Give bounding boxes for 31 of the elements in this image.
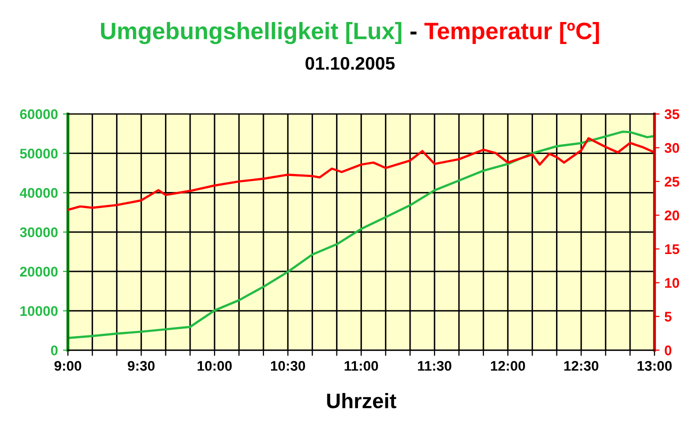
y2-tick-label: 20	[664, 210, 680, 220]
y2-tick-label: 30	[664, 143, 680, 153]
y2-tick-label: 35	[664, 109, 680, 120]
y2-tick-label: 5	[664, 312, 672, 322]
x-tick-label: 10:30	[270, 360, 306, 371]
x-tick-label: 13:00	[638, 360, 672, 371]
chart-title: -	[410, 32, 416, 34]
y2-tick-label: 15	[665, 244, 680, 254]
x-tick-label: 10:00	[198, 360, 232, 371]
y2-tick-label: 0	[664, 346, 672, 356]
text: Umgebungshelligkeit [Lux]	[101, 22, 402, 44]
x-tick-label: 11:00	[344, 360, 378, 371]
y2-tick-label: 10	[665, 278, 680, 288]
x-tick-label: 11:30	[418, 360, 452, 371]
x-tick-label: 9:30	[128, 360, 155, 371]
y-tick-label: 10000	[20, 306, 58, 316]
y2-tick-label: 25	[664, 176, 680, 187]
x-tick-label: 12:30	[564, 360, 598, 371]
y-tick-label: 60000	[20, 109, 58, 120]
x-axis-title: Uhrzeit	[327, 392, 396, 408]
x-tick-label: 12:00	[490, 360, 526, 371]
line-series	[68, 130, 654, 340]
y-tick-label: 30000	[20, 227, 58, 238]
y-tick-label: 20000	[20, 266, 58, 277]
y-tick-label: 50000	[20, 148, 58, 159]
y-tick-label: 40000	[20, 188, 58, 198]
x-tick-label: 9:00	[54, 360, 82, 371]
chart-subtitle: 01.10.2005	[306, 56, 395, 70]
y-tick-label: 0	[51, 346, 58, 356]
text: Temperatur [ºC]	[424, 22, 599, 44]
line-series	[68, 137, 654, 211]
